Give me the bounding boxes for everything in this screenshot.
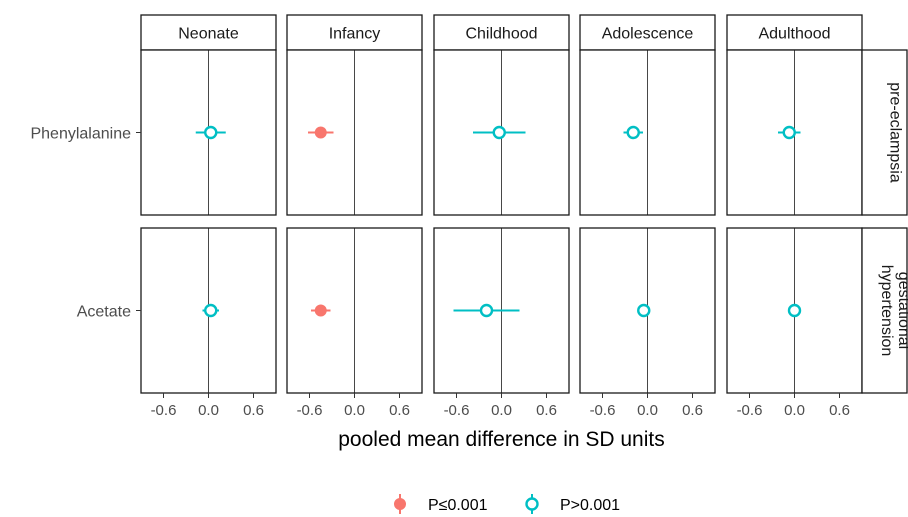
point-estimate bbox=[314, 304, 327, 317]
x-tick-label: -0.6 bbox=[590, 402, 616, 419]
facet-strip-label: Adulthood bbox=[758, 26, 830, 43]
facet-strip-gestational-hypertension bbox=[861, 227, 908, 394]
point-estimate bbox=[492, 125, 506, 140]
point-estimate bbox=[782, 125, 796, 140]
x-tick-label: 0.6 bbox=[829, 402, 850, 419]
point-estimate bbox=[787, 303, 802, 318]
x-tick-label: 0.0 bbox=[198, 402, 219, 419]
facet-strip-adolescence bbox=[579, 14, 716, 51]
legend-label: P>0.001 bbox=[560, 497, 620, 514]
x-tick-label: -0.6 bbox=[737, 402, 763, 419]
x-tick-label: 0.6 bbox=[536, 402, 557, 419]
facet-strip-infancy bbox=[286, 14, 423, 51]
point-estimate bbox=[626, 125, 640, 140]
x-tick-label: 0.0 bbox=[637, 402, 658, 419]
facet-strip-label: gestational bbox=[895, 272, 908, 349]
x-axis-title: pooled mean difference in SD units bbox=[338, 428, 664, 451]
x-tick-label: 0.6 bbox=[243, 402, 264, 419]
x-tick-label: -0.6 bbox=[151, 402, 177, 419]
facet-strip-label: pre-eclampsia bbox=[887, 82, 904, 183]
legend-key-marker bbox=[525, 497, 539, 511]
point-estimate bbox=[204, 303, 218, 318]
x-tick-label: 0.0 bbox=[344, 402, 365, 419]
x-tick-label: -0.6 bbox=[444, 402, 470, 419]
point-estimate bbox=[479, 303, 494, 318]
x-tick-label: 0.0 bbox=[491, 402, 512, 419]
facet-strip-label: hypertension bbox=[878, 265, 895, 357]
facet-strip-label: Childhood bbox=[465, 26, 537, 43]
x-tick-label: 0.0 bbox=[784, 402, 805, 419]
facet-strip-label: Adolescence bbox=[602, 26, 694, 43]
point-estimate bbox=[314, 126, 327, 139]
facet-strip-pre-eclampsia bbox=[861, 49, 908, 216]
point-estimate bbox=[204, 125, 218, 140]
row-label: Phenylalanine bbox=[30, 126, 131, 143]
legend-label: P≤0.001 bbox=[428, 497, 488, 514]
point-estimate bbox=[637, 303, 651, 318]
legend-key-marker bbox=[394, 498, 406, 510]
row-label: Acetate bbox=[77, 304, 131, 321]
x-tick-label: 0.6 bbox=[682, 402, 703, 419]
x-tick-label: 0.6 bbox=[389, 402, 410, 419]
facet-strip-label: Infancy bbox=[329, 26, 381, 43]
x-tick-label: -0.6 bbox=[297, 402, 323, 419]
facet-strip-neonate bbox=[140, 14, 277, 51]
facet-strip-label: Neonate bbox=[178, 26, 239, 43]
